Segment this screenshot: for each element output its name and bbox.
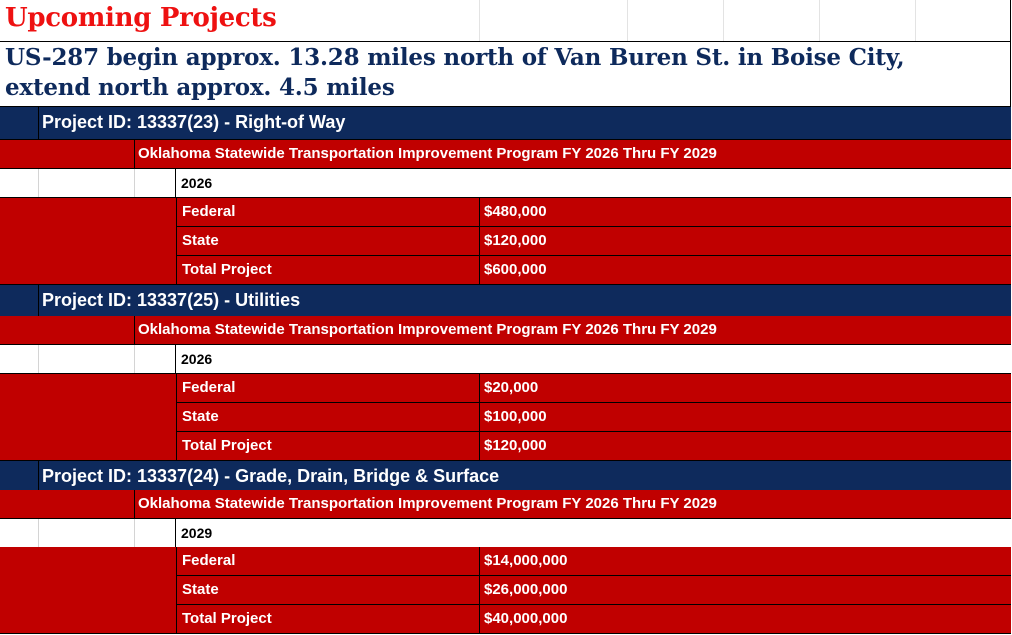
- funding-row: Federal $20,000: [176, 374, 1011, 403]
- funding-row: Federal $480,000: [176, 198, 1011, 227]
- blank-cell: [0, 140, 135, 168]
- funding-row: State $26,000,000: [176, 576, 1011, 605]
- blank-cell: [0, 461, 39, 493]
- blank-cell: [0, 316, 135, 344]
- funding-label: Federal: [182, 203, 236, 220]
- funding-amount-cell: $120,000: [479, 227, 547, 255]
- funding-amount: $26,000,000: [484, 581, 568, 598]
- funding-label: Total Project: [182, 437, 272, 454]
- fiscal-year: 2026: [181, 175, 213, 191]
- program-row: Oklahoma Statewide Transportation Improv…: [0, 140, 1011, 169]
- funding-row: Total Project $40,000,000: [176, 605, 1011, 633]
- program-label: Oklahoma Statewide Transportation Improv…: [138, 495, 717, 512]
- blank-cell: [0, 519, 39, 547]
- funding-row: State $100,000: [176, 403, 1011, 432]
- blank-cell: [0, 285, 39, 317]
- funding-label: State: [182, 581, 219, 598]
- grid-cell: [627, 0, 724, 41]
- funding-amount: $14,000,000: [484, 552, 568, 569]
- funding-amount-cell: $120,000: [479, 432, 547, 460]
- blank-cell: [0, 107, 39, 139]
- page-title: Upcoming Projects: [5, 3, 277, 33]
- grid-cell: [479, 0, 628, 41]
- funding-row: Total Project $120,000: [176, 432, 1011, 460]
- program-row: Oklahoma Statewide Transportation Improv…: [0, 316, 1011, 345]
- grid-cell: [915, 0, 1012, 41]
- funding-amount-cell: $480,000: [479, 198, 547, 226]
- year-row: 2026: [0, 345, 1011, 374]
- blank-cell: [39, 519, 135, 547]
- year-row: 2029: [0, 519, 1011, 548]
- funding-label: Total Project: [182, 610, 272, 627]
- title-row: Upcoming Projects: [0, 0, 1011, 42]
- funding-label: Federal: [182, 379, 236, 396]
- funding-block: Federal $14,000,000 State $26,000,000 To…: [0, 547, 1011, 634]
- funding-amount-cell: $100,000: [479, 403, 547, 431]
- grid-cell: [819, 0, 916, 41]
- blank-cell: [0, 169, 39, 197]
- blank-cell: [135, 169, 176, 197]
- project-header: Project ID: 13337(24) - Grade, Drain, Br…: [42, 466, 500, 486]
- funding-row: Federal $14,000,000: [176, 547, 1011, 576]
- funding-amount: $20,000: [484, 379, 539, 396]
- funding-row: Total Project $600,000: [176, 256, 1011, 284]
- blank-cell: [135, 345, 176, 373]
- funding-amount: $100,000: [484, 408, 547, 425]
- project-header-row: Project ID: 13337(23) - Right-of Way: [0, 107, 1011, 140]
- project-header: Project ID: 13337(23) - Right-of Way: [42, 112, 346, 132]
- funding-amount: $40,000,000: [484, 610, 568, 627]
- location-description: US-287 begin approx. 13.28 miles north o…: [5, 44, 905, 101]
- blank-cell: [0, 490, 135, 518]
- program-label: Oklahoma Statewide Transportation Improv…: [138, 321, 717, 338]
- funding-label: Federal: [182, 552, 236, 569]
- grid-cell: [723, 0, 820, 41]
- funding-block: Federal $480,000 State $120,000 Total Pr…: [0, 198, 1011, 285]
- program-label: Oklahoma Statewide Transportation Improv…: [138, 145, 717, 162]
- funding-block: Federal $20,000 State $100,000 Total Pro…: [0, 374, 1011, 461]
- funding-amount: $120,000: [484, 232, 547, 249]
- funding-amount-cell: $40,000,000: [479, 605, 567, 633]
- funding-amount-cell: $20,000: [479, 374, 538, 402]
- funding-amount: $480,000: [484, 203, 547, 220]
- blank-cell: [39, 169, 135, 197]
- funding-amount: $120,000: [484, 437, 547, 454]
- program-row: Oklahoma Statewide Transportation Improv…: [0, 490, 1011, 519]
- fiscal-year: 2026: [181, 351, 213, 367]
- year-row: 2026: [0, 169, 1011, 198]
- funding-label: Total Project: [182, 261, 272, 278]
- blank-cell: [0, 345, 39, 373]
- funding-amount: $600,000: [484, 261, 547, 278]
- funding-amount-cell: $600,000: [479, 256, 547, 284]
- blank-cell: [39, 345, 135, 373]
- funding-label: State: [182, 408, 219, 425]
- location-row: US-287 begin approx. 13.28 miles north o…: [0, 42, 1011, 107]
- fiscal-year: 2029: [181, 525, 213, 541]
- project-header-row: Project ID: 13337(24) - Grade, Drain, Br…: [0, 461, 1011, 494]
- funding-label: State: [182, 232, 219, 249]
- project-header: Project ID: 13337(25) - Utilities: [42, 290, 301, 310]
- blank-cell: [135, 519, 176, 547]
- funding-amount-cell: $26,000,000: [479, 576, 567, 604]
- funding-amount-cell: $14,000,000: [479, 547, 567, 575]
- project-header-row: Project ID: 13337(25) - Utilities: [0, 285, 1011, 318]
- funding-row: State $120,000: [176, 227, 1011, 256]
